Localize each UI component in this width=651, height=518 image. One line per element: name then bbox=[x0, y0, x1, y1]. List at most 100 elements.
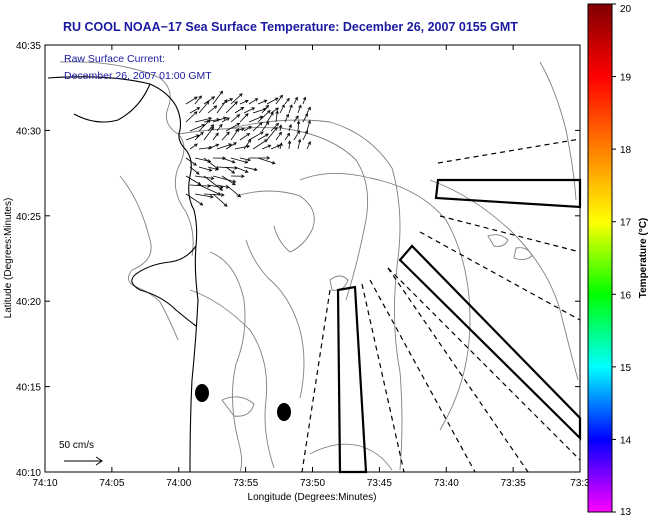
current-vector-head bbox=[231, 170, 236, 174]
y-tick-label: 40:20 bbox=[16, 297, 41, 308]
current-vector-head bbox=[253, 167, 258, 172]
current-vector-head bbox=[231, 159, 236, 164]
current-vector-head bbox=[295, 115, 299, 120]
current-vector-head bbox=[267, 109, 271, 114]
colorbar-tick-label: 16 bbox=[620, 290, 632, 301]
current-vector bbox=[185, 157, 197, 166]
current-vector-head bbox=[210, 124, 215, 128]
current-vector-head bbox=[210, 126, 215, 131]
current-vector-head bbox=[223, 99, 228, 103]
current-vector-head bbox=[304, 112, 308, 117]
current-vector-head bbox=[210, 176, 215, 180]
current-vector bbox=[194, 95, 202, 105]
current-vector-head bbox=[275, 110, 279, 115]
current-vector bbox=[185, 134, 200, 141]
current-vector bbox=[198, 101, 210, 114]
current-vector-head bbox=[245, 113, 249, 117]
current-vector-head bbox=[279, 142, 283, 147]
current-vector-head bbox=[274, 97, 279, 101]
current-vector bbox=[230, 93, 243, 105]
current-vector-head bbox=[213, 105, 218, 109]
current-vector-head bbox=[221, 193, 225, 197]
current-vector bbox=[185, 96, 198, 105]
station-marker bbox=[195, 384, 209, 402]
current-vector bbox=[221, 131, 230, 141]
current-vector-head bbox=[294, 96, 298, 101]
current-vector-head bbox=[251, 107, 256, 111]
current-vector bbox=[203, 126, 214, 141]
current-vector-head bbox=[244, 160, 249, 164]
current-vector bbox=[207, 105, 217, 114]
current-vector-head bbox=[232, 181, 236, 186]
current-vector-head bbox=[223, 116, 227, 121]
current-vector-head bbox=[195, 134, 200, 138]
current-vector-head bbox=[239, 93, 243, 97]
current-vector bbox=[302, 113, 308, 123]
y-tick-label: 40:15 bbox=[16, 383, 41, 394]
current-vector bbox=[306, 120, 311, 132]
current-vector bbox=[225, 101, 238, 114]
current-vector bbox=[207, 184, 223, 188]
current-vector-head bbox=[211, 96, 216, 100]
current-vector bbox=[306, 141, 311, 150]
current-vector bbox=[266, 112, 274, 123]
current-vector bbox=[239, 157, 251, 161]
current-vector bbox=[252, 139, 268, 150]
survey-lines bbox=[301, 138, 581, 473]
y-axis-ticks: 40:35 40:30 40:25 40:20 40:15 40:10 bbox=[16, 41, 580, 479]
current-vector bbox=[288, 104, 293, 114]
sampling-tracks bbox=[336, 178, 582, 474]
map-title: RU COOL NOAA−17 Sea Surface Temperature:… bbox=[63, 20, 518, 34]
current-vector bbox=[234, 128, 245, 132]
current-vector bbox=[198, 146, 212, 150]
current-vector-head bbox=[275, 122, 280, 127]
current-vector-head bbox=[229, 98, 234, 102]
current-vector bbox=[275, 111, 278, 123]
current-vector-head bbox=[219, 90, 224, 95]
current-vector bbox=[248, 131, 264, 141]
y-tick-label: 40:10 bbox=[16, 468, 41, 479]
current-vector bbox=[234, 107, 244, 114]
current-vector-head bbox=[207, 159, 212, 163]
current-vector bbox=[239, 100, 249, 105]
current-vector-head bbox=[278, 124, 283, 129]
current-vector-head bbox=[193, 162, 197, 166]
current-vector-head bbox=[286, 132, 291, 137]
track-box-south bbox=[336, 285, 368, 474]
current-vector bbox=[297, 105, 302, 114]
current-vector bbox=[266, 97, 279, 105]
current-vector-head bbox=[260, 131, 264, 135]
current-vector bbox=[234, 145, 250, 150]
current-vector-head bbox=[193, 111, 198, 115]
colorbar-tick-label: 17 bbox=[620, 218, 632, 229]
current-vector bbox=[248, 98, 258, 105]
current-vector bbox=[194, 175, 214, 179]
current-vector-head bbox=[237, 193, 242, 198]
current-vector bbox=[257, 110, 271, 123]
current-vector-head bbox=[266, 156, 271, 160]
current-vector bbox=[234, 166, 249, 173]
current-vector bbox=[221, 98, 233, 105]
current-vector bbox=[189, 143, 198, 150]
current-vector bbox=[275, 132, 282, 141]
current-vector bbox=[230, 114, 240, 123]
current-vector-head bbox=[288, 123, 292, 128]
current-vector bbox=[198, 119, 211, 132]
current-vector-head bbox=[307, 140, 311, 145]
x-tick-label: 74:00 bbox=[166, 478, 191, 489]
current-vector-head bbox=[287, 140, 292, 145]
current-vector-head bbox=[208, 168, 213, 172]
current-vector-head bbox=[246, 133, 251, 137]
x-tick-label: 73:55 bbox=[233, 478, 258, 489]
current-vector-head bbox=[236, 122, 241, 127]
current-vector-head bbox=[244, 99, 249, 104]
current-vector-head bbox=[215, 167, 219, 171]
current-vector bbox=[266, 127, 278, 141]
surface-current-vectors bbox=[185, 90, 311, 207]
current-vector-head bbox=[248, 126, 252, 130]
current-vector-head bbox=[285, 113, 290, 118]
current-vector bbox=[288, 124, 292, 132]
current-vector bbox=[212, 132, 219, 141]
x-tick-label: 73:40 bbox=[434, 478, 459, 489]
